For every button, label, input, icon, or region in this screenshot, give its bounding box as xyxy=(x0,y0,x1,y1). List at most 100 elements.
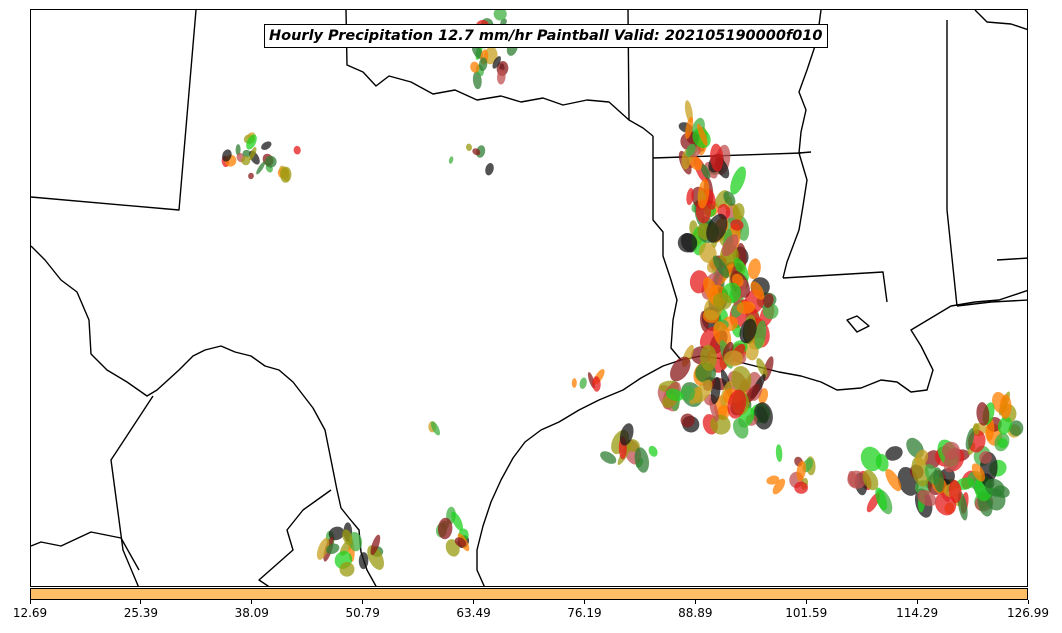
colorbar-tick-label: 38.09 xyxy=(234,606,269,620)
precip-blob xyxy=(700,344,717,371)
colorbar-tick-mark xyxy=(583,600,585,604)
precip-blob xyxy=(326,543,340,555)
precip-blob xyxy=(732,203,745,221)
precip-blob xyxy=(739,318,757,344)
precip-blob xyxy=(261,141,272,151)
precip-blob xyxy=(750,281,765,300)
precip-blob xyxy=(339,561,355,577)
colorbar-tick-mark xyxy=(916,600,918,604)
precip-blob xyxy=(634,447,650,473)
precip-blob xyxy=(600,451,617,464)
colorbar-tick-label: 126.99 xyxy=(1007,606,1049,620)
precip-blob xyxy=(745,383,760,403)
colorbar-tick-label: 50.79 xyxy=(345,606,380,620)
precip-blob xyxy=(948,480,962,503)
map-title: Hourly Precipitation 12.7 mm/hr Paintbal… xyxy=(264,24,828,48)
precip-blob xyxy=(847,470,858,488)
precip-blob xyxy=(700,164,711,179)
precip-blob xyxy=(911,456,930,487)
precip-blob xyxy=(796,460,806,482)
precip-blob xyxy=(689,155,703,171)
precip-blob xyxy=(979,451,992,464)
precip-blob xyxy=(246,134,257,150)
colorbar-tick-mark xyxy=(140,600,142,604)
precip-blob xyxy=(875,453,889,472)
precip-blob xyxy=(972,423,980,435)
mexico-state-2 xyxy=(31,531,140,571)
colorbar-tick-mark xyxy=(694,600,696,604)
precip-blob xyxy=(730,166,746,195)
precip-blob xyxy=(648,445,658,457)
precip-blob xyxy=(680,386,696,401)
precip-blob xyxy=(756,358,768,378)
colorbar-tick-label: 114.29 xyxy=(896,606,939,620)
colorbar-tick-label: 63.49 xyxy=(456,606,491,620)
precip-blob xyxy=(999,394,1012,419)
precip-blob xyxy=(293,145,301,155)
precip-blob xyxy=(697,123,708,146)
precip-blob xyxy=(222,149,232,162)
precip-blob xyxy=(485,163,494,176)
precip-blob xyxy=(754,320,767,350)
map-canvas xyxy=(31,10,1027,586)
precip-blob xyxy=(976,402,990,426)
colorbar-tick-mark xyxy=(805,600,807,604)
precip-blob xyxy=(478,57,488,71)
precip-blob xyxy=(665,388,684,402)
colorbar-tick-mark xyxy=(29,600,31,604)
colorbar-tick-label: 88.89 xyxy=(678,606,713,620)
precip-blob xyxy=(942,441,960,460)
precip-blob xyxy=(766,475,780,485)
precip-blob xyxy=(723,350,744,367)
precip-blob xyxy=(965,428,975,450)
mexico-state-1 xyxy=(110,395,154,586)
precip-blob xyxy=(448,156,454,164)
state-boundaries xyxy=(31,10,1027,586)
precip-blob xyxy=(316,538,330,560)
la-ar-misc xyxy=(798,151,812,154)
precip-blob xyxy=(794,481,808,494)
mexico-state-3 xyxy=(258,489,332,586)
precip-blob xyxy=(454,537,467,548)
precip-blob xyxy=(694,379,713,404)
precip-blob xyxy=(472,71,482,90)
precip-blob xyxy=(677,233,698,253)
al-ga-coast xyxy=(996,257,1027,261)
precip-blob xyxy=(736,301,756,314)
precip-blob xyxy=(734,257,749,281)
precip-blob xyxy=(933,467,945,493)
precip-blob xyxy=(712,255,730,279)
precip-blob xyxy=(721,234,739,257)
precip-blob xyxy=(472,148,481,156)
precip-blob xyxy=(763,293,774,308)
precip-blob xyxy=(914,449,929,467)
precip-blob xyxy=(772,478,786,495)
colorbar-tick-label: 101.59 xyxy=(785,606,828,620)
precip-blob xyxy=(697,178,710,209)
precip-blob xyxy=(492,56,501,69)
precipitation-members xyxy=(221,10,1024,577)
precip-blob xyxy=(430,421,441,436)
precip-blob xyxy=(685,143,696,157)
precip-blob xyxy=(670,356,691,382)
precip-blob xyxy=(713,321,732,349)
tx-la-border xyxy=(652,136,682,361)
precip-blob xyxy=(437,517,453,540)
precip-blob xyxy=(592,376,601,392)
precip-blob xyxy=(242,149,251,158)
precip-blob xyxy=(875,487,888,511)
precip-blob xyxy=(862,469,879,491)
al-fl-border xyxy=(974,10,1027,31)
nm-ok-border xyxy=(31,10,197,211)
gulf-coast-tx xyxy=(476,359,682,586)
precip-blob xyxy=(730,219,744,231)
precip-blob xyxy=(997,416,1012,435)
precip-blob xyxy=(699,242,717,264)
mississippi-river xyxy=(782,10,822,279)
precip-blob xyxy=(465,143,473,151)
precip-blob xyxy=(571,378,577,388)
precip-blob xyxy=(280,166,292,183)
precip-blob xyxy=(706,213,728,243)
colorbar xyxy=(30,588,1028,600)
precip-blob xyxy=(885,446,903,461)
